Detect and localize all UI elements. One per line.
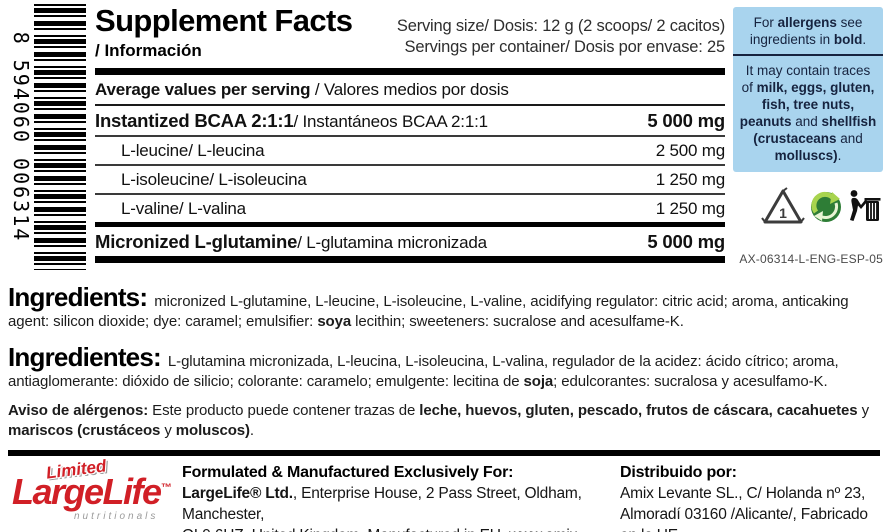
divider-thick (95, 67, 725, 75)
divider-mid (95, 221, 725, 227)
distributor-block: Distribuido por: Amix Levante SL., C/ Ho… (620, 462, 882, 532)
manufacturer-line1: LargeLife® Ltd., Enterprise House, 2 Pas… (182, 485, 582, 523)
nutrient-name: L-isoleucine/ L-isoleucina (121, 169, 307, 189)
label-code: AX-06314-L-ENG-ESP-05 (739, 252, 883, 266)
table-row-isoleucine: L-isoleucine/ L-isoleucina 1 250 mg (95, 166, 725, 195)
divider-thick (95, 255, 725, 263)
nutrient-amount: 2 500 mg (655, 140, 725, 160)
nutrient-name: Micronized L-glutamine/ L-glutamina micr… (95, 230, 487, 252)
footer-divider (8, 450, 880, 456)
table-row-valine: L-valine/ L-valina 1 250 mg (95, 195, 725, 222)
largelife-logo: Limited LargeLife™ nutritionals (10, 456, 182, 528)
ingredients-es: Ingredientes: L-glutamina micronizada, L… (8, 342, 839, 390)
allergen-box-line1: For allergens see ingredients in bold. (749, 15, 867, 47)
allergen-notice-es: Aviso de alérgenos: Este producto puede … (8, 402, 869, 439)
green-dot-icon (811, 191, 841, 222)
barcode-number: 8 594060 006314 (9, 31, 33, 243)
distributor-line2: Almoradí 03160 /Alicante/, Fabricado en … (620, 506, 868, 532)
tidyman-icon (850, 190, 881, 221)
serving-info: Serving size/ Dosis: 12 g (2 scoops/ 2 c… (397, 16, 725, 58)
table-row-leucine: L-leucine/ L-leucina 2 500 mg (95, 137, 725, 166)
servings-per-container: Servings per container/ Dosis por envase… (404, 38, 726, 56)
table-row-bcaa: Instantized BCAA 2:1:1/ Instantáneos BCA… (95, 106, 725, 137)
distributor-heading: Distribuido por: (620, 464, 737, 481)
allergen-box-line2: It may contain traces of milk, eggs, glu… (739, 63, 877, 163)
distributor-line1: Amix Levante SL., C/ Holanda nº 23, (620, 485, 866, 502)
nutrient-amount: 1 250 mg (655, 198, 725, 218)
barcode: 8 594060 006314 (8, 4, 90, 276)
logo-tagline: nutritionals (74, 511, 159, 522)
barcode-bars (34, 4, 86, 270)
ingredients-es-label: Ingredientes: (8, 342, 162, 372)
ingredients-en: Ingredients: micronized L-glutamine, L-l… (8, 282, 849, 330)
manufacturer-heading: Formulated & Manufactured Exclusively Fo… (182, 464, 514, 481)
manufacturer-line2: OL9 6HZ, United Kingdom, Manufactured in… (182, 525, 600, 532)
table-header-es: / Valores medios por dosis (310, 79, 509, 99)
nutrient-name: Instantized BCAA 2:1:1/ Instantáneos BCA… (95, 109, 488, 131)
trademark-symbol: ™ (160, 482, 172, 494)
nutrient-amount: 1 250 mg (655, 169, 725, 189)
recycling-triangle-icon: 1 (761, 187, 805, 224)
table-header-en: Average values per serving (95, 79, 311, 99)
resin-code-number: 1 (779, 205, 787, 221)
recycling-symbols: 1 (733, 187, 883, 227)
nutrient-amount: 5 000 mg (647, 230, 725, 252)
logo-brand-text: LargeLife™ (12, 471, 172, 512)
nutrient-amount: 5 000 mg (647, 109, 725, 131)
allergen-box-divider (733, 54, 883, 56)
right-column: For allergens see ingredients in bold. I… (733, 7, 883, 266)
footer: Limited LargeLife™ nutritionals Formulat… (10, 456, 882, 532)
nutrient-name: L-valine/ L-valina (121, 198, 246, 218)
table-row-glutamine: Micronized L-glutamine/ L-glutamina micr… (95, 227, 725, 256)
allergen-notice-label: Aviso de alérgenos: (8, 402, 149, 419)
supplement-facts-panel: Supplement Facts / Información Serving s… (95, 3, 725, 263)
page-title: Supplement Facts (95, 3, 353, 38)
allergen-info-box: For allergens see ingredients in bold. I… (733, 7, 883, 172)
title-block: Supplement Facts / Información (95, 3, 353, 61)
ingredients-en-label: Ingredients: (8, 282, 148, 312)
manufacturer-block: Formulated & Manufactured Exclusively Fo… (182, 462, 600, 532)
serving-size: Serving size/ Dosis: 12 g (2 scoops/ 2 c… (396, 17, 725, 35)
nutrient-name: L-leucine/ L-leucina (121, 140, 265, 160)
table-header: Average values per serving / Valores med… (95, 75, 725, 106)
page-subtitle: / Información (95, 40, 202, 60)
